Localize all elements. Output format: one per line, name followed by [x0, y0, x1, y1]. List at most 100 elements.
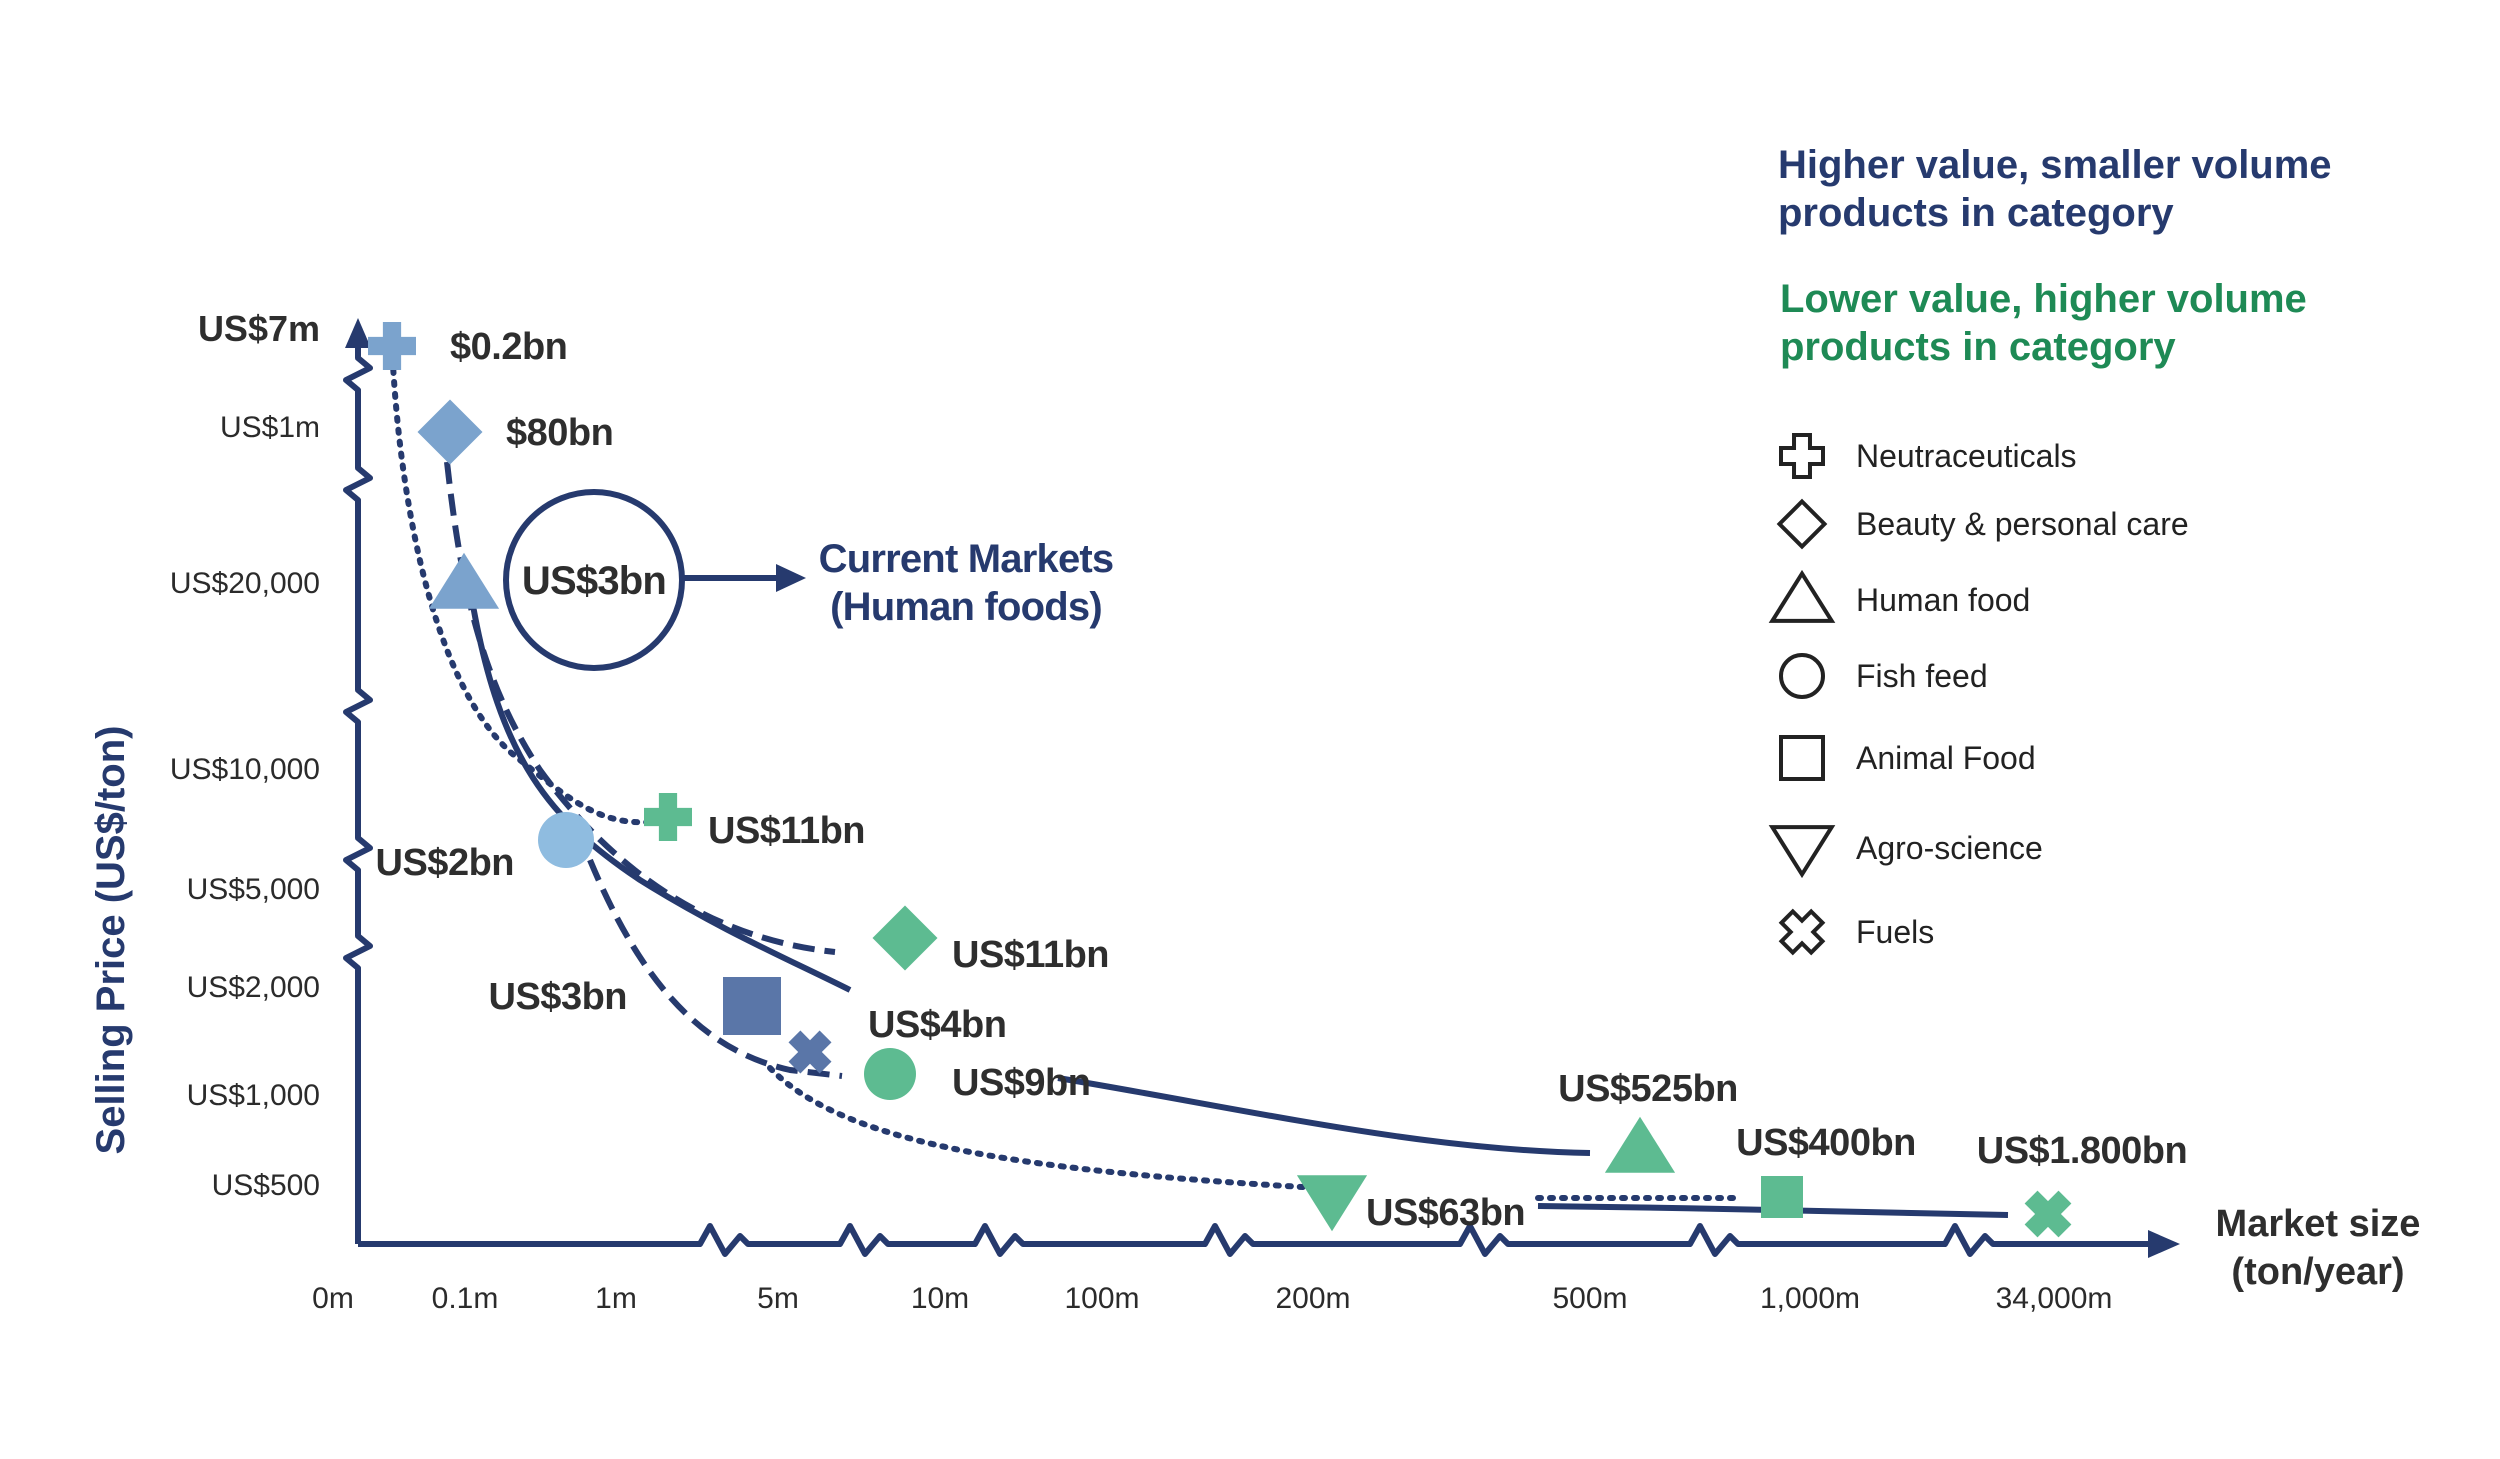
- current-markets-bubble-label: US$3bn: [522, 559, 666, 603]
- y-tick-label: US$20,000: [170, 567, 320, 600]
- y-axis-arrowhead: [345, 318, 371, 348]
- data-markers: $0.2bn US$11bn $80bn US$11bn US$525bn US$2bn U…: [368, 322, 2188, 1238]
- legend-item-fuels: Fuels: [1778, 908, 1934, 956]
- data-label-fuels-lower: US$1.800bn: [1977, 1130, 2187, 1172]
- note-higher-value-line2: products in category: [1778, 191, 2174, 235]
- y-tick-label: US$2,000: [187, 971, 320, 1004]
- legend-label: Agro-science: [1856, 830, 2043, 866]
- marker-shape-beauty-personal-care: [417, 399, 483, 465]
- marker-shape-fuels: [788, 1030, 832, 1074]
- marker-fuels-lower: US$1.800bn: [1977, 1130, 2188, 1238]
- legend-item-fish-feed: Fish feed: [1779, 653, 1988, 699]
- y-tick-label: US$500: [212, 1169, 320, 1202]
- y-tick-label: US$1m: [220, 411, 320, 444]
- series-curves: [389, 343, 2009, 1218]
- legend-label: Fuels: [1856, 914, 1934, 950]
- marker-beauty-personal-care-lower: US$11bn: [872, 905, 1110, 976]
- marker-shape-agro-science: [1296, 1175, 1368, 1232]
- value-notes: Higher value, smaller volume products in…: [1778, 143, 2332, 369]
- x-tick-label: 1m: [595, 1282, 637, 1315]
- current-markets-text-line1: Current Markets: [819, 537, 1114, 581]
- y-tick-label: US$7m: [198, 308, 320, 349]
- marker-shape-human-food: [1604, 1116, 1676, 1173]
- curve-animal-food: [767, 1065, 1323, 1191]
- legend-label: Fish feed: [1856, 658, 1988, 694]
- circle-icon: [1779, 653, 1825, 699]
- x-tick-label: 200m: [1275, 1282, 1350, 1315]
- marker-shape-fish-feed: [864, 1048, 916, 1100]
- x-tick-label: 0m: [312, 1282, 354, 1315]
- square-icon: [1779, 735, 1825, 781]
- data-label-beauty-personal-care-higher: $80bn: [506, 412, 613, 454]
- current-markets-callout: US$3bn Current Markets (Human foods): [503, 489, 1114, 671]
- data-label-neutraceuticals-higher: $0.2bn: [450, 326, 567, 368]
- legend-label: Beauty & personal care: [1856, 506, 2189, 542]
- x-tick-label: 10m: [911, 1282, 969, 1315]
- legend-item-agro-science: Agro-science: [1768, 825, 2043, 879]
- marker-shape-neutraceuticals: [644, 793, 692, 841]
- x-axis-title-line2: (ton/year): [2231, 1251, 2404, 1293]
- axes: [343, 318, 2180, 1258]
- marker-animal-food-higher: US$3bn: [489, 976, 781, 1035]
- cross-icon: [1779, 433, 1825, 479]
- marker-shape-fuels: [2024, 1190, 2072, 1238]
- current-markets-arrowhead: [776, 564, 806, 592]
- y-axis-line: [343, 345, 373, 1244]
- data-label-animal-food-lower: US$400bn: [1736, 1122, 1916, 1164]
- legend-label: Neutraceuticals: [1856, 438, 2077, 474]
- y-tick-label: US$1,000: [187, 1079, 320, 1112]
- x-tick-label: 500m: [1552, 1282, 1627, 1315]
- marker-agro-science-lower: US$63bn: [1296, 1175, 1526, 1234]
- data-label-agro-science-lower: US$63bn: [1366, 1192, 1525, 1234]
- triangle-icon: [1768, 569, 1836, 623]
- data-label-fuels-higher: US$4bn: [868, 1004, 1006, 1046]
- legend-item-animal-food: Animal Food: [1779, 735, 2036, 781]
- marker-human-food-higher: [428, 552, 500, 609]
- data-label-beauty-personal-care-lower: US$11bn: [952, 934, 1109, 976]
- note-lower-value-line1: Lower value, higher volume: [1780, 277, 2307, 321]
- curve-fish-feed: [587, 858, 843, 1079]
- x-tick-label: 5m: [757, 1282, 799, 1315]
- legend: Neutraceuticals Beauty & personal care Hum…: [1768, 433, 2189, 956]
- x-tick-label: 1,000m: [1760, 1282, 1860, 1315]
- curve-neutraceuticals: [389, 343, 653, 826]
- x-tick-label: 100m: [1064, 1282, 1139, 1315]
- data-label-human-food-lower: US$525bn: [1558, 1068, 1738, 1110]
- legend-item-human-food: Human food: [1768, 569, 2030, 623]
- data-label-fish-feed-lower: US$9bn: [952, 1062, 1090, 1104]
- x-axis-title-line1: Market size: [2216, 1203, 2421, 1245]
- x-tick-label: 0.1m: [432, 1282, 499, 1315]
- legend-item-beauty-personal-care: Beauty & personal care: [1776, 498, 2189, 550]
- marker-shape-human-food: [428, 552, 500, 609]
- y-tick-labels: US$7m US$1m US$20,000 US$10,000 US$5,000 US$2…: [170, 308, 320, 1202]
- marker-animal-food-lower: US$400bn: [1736, 1122, 1916, 1218]
- marker-shape-neutraceuticals: [368, 322, 416, 370]
- diamond-icon: [1776, 498, 1828, 550]
- x-cross-icon: [1778, 908, 1826, 956]
- legend-item-neutraceuticals: Neutraceuticals: [1779, 433, 2077, 479]
- triangle-down-icon: [1768, 825, 1836, 879]
- y-axis-title: Selling Price (US$/ton): [89, 726, 133, 1155]
- data-label-neutraceuticals-lower: US$11bn: [708, 810, 865, 852]
- legend-label: Human food: [1856, 582, 2030, 618]
- marker-shape-fish-feed: [538, 812, 594, 868]
- data-label-animal-food-higher: US$3bn: [489, 976, 627, 1018]
- marker-fish-feed-lower: US$9bn: [864, 1048, 1091, 1104]
- marker-fish-feed-higher: US$2bn: [376, 812, 594, 884]
- note-higher-value-line1: Higher value, smaller volume: [1778, 143, 2332, 187]
- marker-neutraceuticals-lower: US$11bn: [644, 793, 866, 852]
- marker-fuels-higher: US$4bn: [788, 1004, 1007, 1074]
- x-tick-label: 34,000m: [1996, 1282, 2113, 1315]
- curve-human-food: [469, 599, 852, 993]
- marker-human-food-lower: US$525bn: [1558, 1068, 1738, 1173]
- legend-label: Animal Food: [1856, 740, 2036, 776]
- marker-neutraceuticals-higher: $0.2bn: [368, 322, 568, 370]
- marker-shape-animal-food: [723, 977, 781, 1035]
- y-tick-label: US$5,000: [187, 873, 320, 906]
- x-axis-line: [358, 1223, 2150, 1257]
- data-label-fish-feed-higher: US$2bn: [376, 842, 514, 884]
- x-axis-arrowhead: [2148, 1230, 2180, 1258]
- marker-beauty-personal-care-higher: $80bn: [417, 399, 614, 465]
- x-tick-labels: 0m 0.1m 1m 5m 10m 100m 200m 500m 1,000m 34,000m: [312, 1282, 2112, 1315]
